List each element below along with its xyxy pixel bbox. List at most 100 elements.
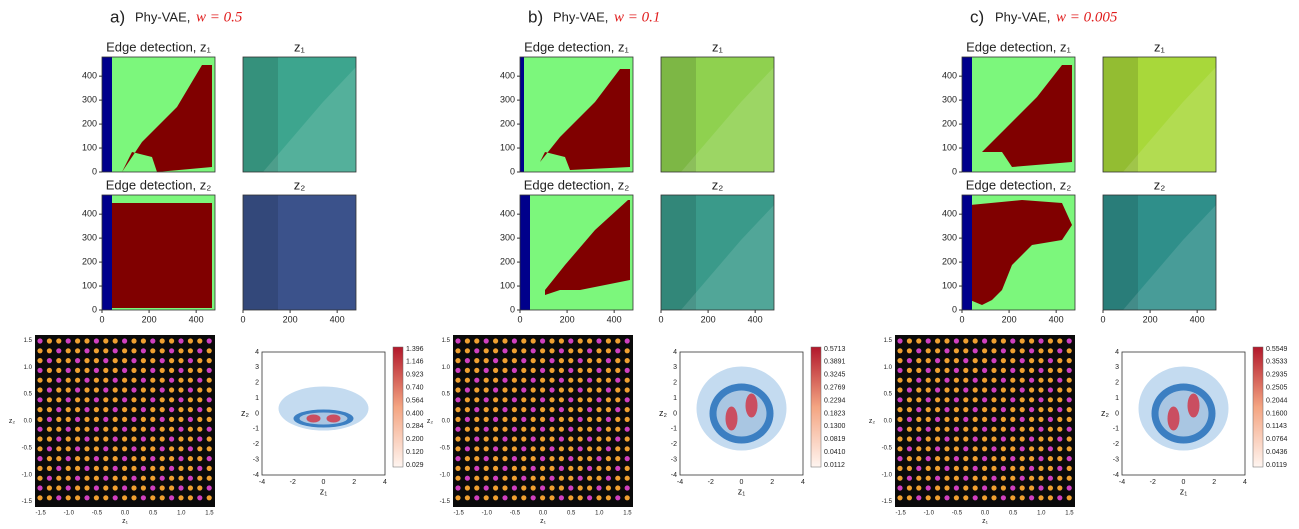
manifold-dot	[75, 407, 81, 413]
manifold-dot	[906, 358, 912, 364]
manifold-dot	[972, 358, 978, 364]
manifold-dot	[991, 485, 997, 491]
manifold-dot	[511, 485, 517, 491]
manifold-dot	[103, 397, 109, 403]
manifold-dot	[568, 485, 574, 491]
manifold-dot	[1066, 338, 1072, 344]
manifold-dot	[65, 348, 71, 354]
manifold-dot	[521, 465, 527, 471]
manifold-dot	[605, 436, 611, 442]
manifold-dot	[530, 475, 536, 481]
manifold-dot	[568, 436, 574, 442]
map-region	[661, 57, 696, 172]
y-tick-label: -4	[253, 472, 259, 479]
manifold-dot	[169, 348, 175, 354]
manifold-dot	[982, 495, 988, 501]
manifold-dot	[897, 377, 903, 383]
manifold-dot	[455, 397, 461, 403]
manifold-dot	[93, 416, 99, 422]
map-region	[661, 195, 696, 310]
manifold-dot	[577, 397, 583, 403]
manifold-dot	[483, 436, 489, 442]
manifold-dot	[206, 426, 212, 432]
manifold-dot	[1047, 446, 1053, 452]
manifold-dot	[953, 475, 959, 481]
manifold-dot	[596, 367, 602, 373]
manifold-dot	[140, 436, 146, 442]
manifold-dot	[150, 377, 156, 383]
manifold-dot	[37, 416, 43, 422]
manifold-dot	[75, 348, 81, 354]
manifold-dot	[103, 387, 109, 393]
manifold-dot	[615, 348, 621, 354]
manifold-dot	[178, 485, 184, 491]
manifold-dot	[493, 338, 499, 344]
manifold-dot	[1029, 358, 1035, 364]
manifold-dot	[112, 416, 118, 422]
manifold-dot	[169, 485, 175, 491]
manifold-dot	[972, 377, 978, 383]
manifold-dot	[455, 456, 461, 462]
manifold-dot	[511, 456, 517, 462]
manifold-dot	[455, 446, 461, 452]
manifold-dot	[84, 426, 90, 432]
manifold-dot	[624, 416, 630, 422]
manifold-dot	[464, 426, 470, 432]
manifold-dot	[493, 377, 499, 383]
manifold-dot	[1047, 495, 1053, 501]
colorbar	[1252, 346, 1264, 468]
manifold-dot	[1038, 416, 1044, 422]
manifold-dot	[935, 338, 941, 344]
manifold-dot	[1000, 485, 1006, 491]
manifold-dot	[953, 397, 959, 403]
manifold-dot	[991, 495, 997, 501]
manifold-dot	[474, 456, 480, 462]
manifold-dot	[511, 446, 517, 452]
manifold-dot	[1019, 475, 1025, 481]
manifold-dot	[963, 456, 969, 462]
manifold-dot	[916, 387, 922, 393]
manifold-dot	[615, 436, 621, 442]
manifold-dot	[1066, 407, 1072, 413]
manifold-dot	[187, 416, 193, 422]
manifold-dot	[84, 456, 90, 462]
x-tick-label: -4	[677, 479, 683, 486]
manifold-dot	[1000, 416, 1006, 422]
x-tick-label: 400	[1190, 314, 1205, 324]
manifold-dot	[511, 495, 517, 501]
manifold-dot	[75, 495, 81, 501]
map-frame	[101, 56, 216, 173]
manifold-dot	[953, 456, 959, 462]
manifold-dot	[568, 495, 574, 501]
manifold-dot	[112, 475, 118, 481]
manifold-dot	[972, 367, 978, 373]
manifold-dot	[159, 338, 165, 344]
manifold-dot	[906, 387, 912, 393]
y-tick-label: 2	[1115, 380, 1119, 387]
manifold-dot	[1047, 416, 1053, 422]
y-tick-label: 400	[942, 209, 957, 219]
manifold-dot	[37, 436, 43, 442]
manifold-dot	[558, 446, 564, 452]
manifold-dot	[1019, 456, 1025, 462]
manifold-dot	[131, 416, 137, 422]
manifold-dot	[46, 465, 53, 471]
manifold-dot	[483, 456, 489, 462]
map-image	[660, 56, 775, 173]
colorbar-label: 0.564	[406, 397, 424, 404]
manifold-dot	[521, 495, 527, 501]
manifold-dot	[624, 485, 630, 491]
manifold-dot	[122, 446, 128, 452]
y-tick-label: -1.0	[882, 472, 893, 478]
manifold-dot	[159, 397, 165, 403]
y-tick-label: 300	[942, 95, 957, 105]
map-strip	[102, 57, 112, 172]
x-tick-label: 0	[740, 479, 744, 486]
manifold-dot	[1010, 475, 1016, 481]
y-tick-label: -2	[1113, 441, 1119, 448]
y-tick-label: 100	[500, 280, 515, 290]
manifold-dot	[1066, 446, 1072, 452]
manifold-dot	[530, 495, 536, 501]
manifold-dot	[963, 407, 969, 413]
